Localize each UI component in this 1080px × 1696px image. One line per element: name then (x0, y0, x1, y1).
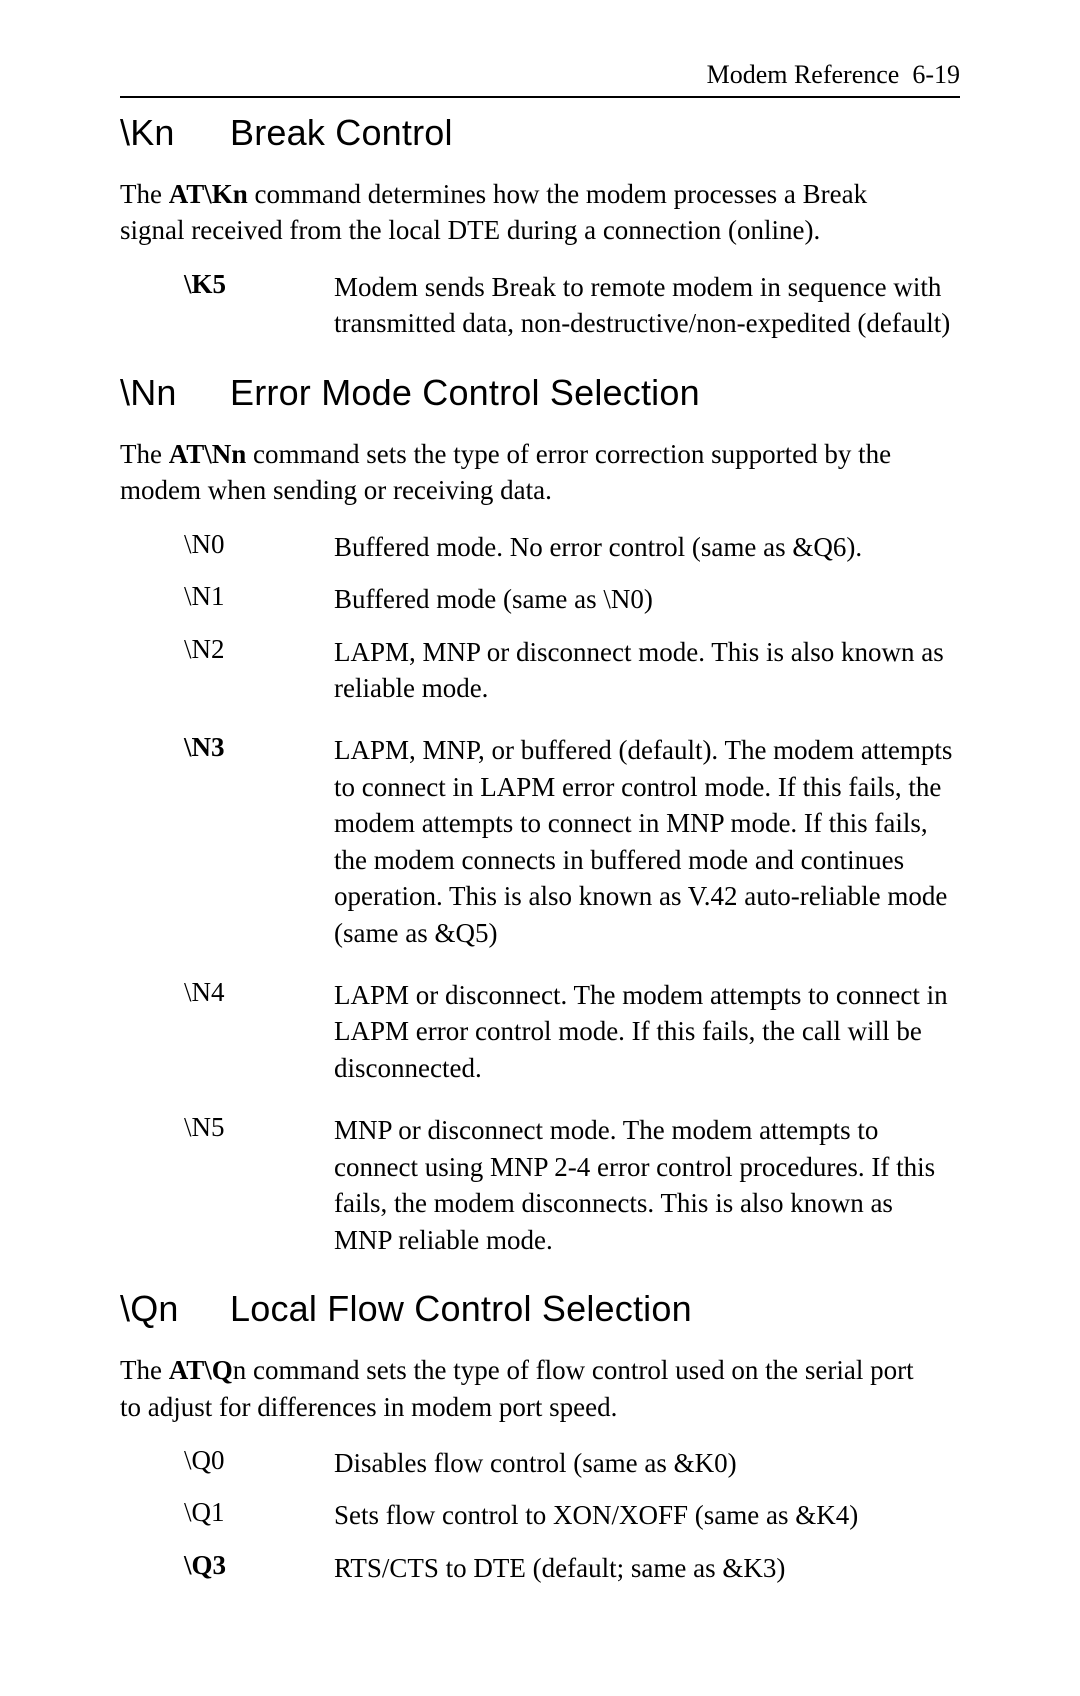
definition-desc: Disables flow control (same as &K0) (334, 1445, 954, 1481)
definition-desc: LAPM, MNP or disconnect mode. This is al… (334, 634, 954, 707)
section-title: Error Mode Control Selection (230, 372, 700, 413)
intro-text: The (120, 1355, 169, 1385)
section-cmd: \Kn (120, 112, 230, 154)
definition-row: \N2LAPM, MNP or disconnect mode. This is… (184, 634, 960, 707)
intro-bold: AT\Nn (169, 439, 247, 469)
definition-code: \N5 (184, 1112, 334, 1143)
section-title: Break Control (230, 112, 453, 153)
definition-row: \N1Buffered mode (same as \N0) (184, 581, 960, 617)
section-intro: The AT\Nn command sets the type of error… (120, 436, 930, 509)
intro-bold: AT\Q (169, 1355, 233, 1385)
definition-list: \N0Buffered mode. No error control (same… (184, 529, 960, 1258)
definition-code: \Q0 (184, 1445, 334, 1476)
section-heading: \NnError Mode Control Selection (120, 372, 960, 414)
definition-code: \N1 (184, 581, 334, 612)
section-cmd: \Nn (120, 372, 230, 414)
definition-desc: LAPM or disconnect. The modem attempts t… (334, 977, 954, 1086)
intro-bold: AT\Kn (169, 179, 248, 209)
definition-list: \K5Modem sends Break to remote modem in … (184, 269, 960, 342)
section-cmd: \Qn (120, 1288, 230, 1330)
definition-row: \Q3RTS/CTS to DTE (default; same as &K3) (184, 1550, 960, 1586)
definition-desc: Sets flow control to XON/XOFF (same as &… (334, 1497, 954, 1533)
definition-row: \K5Modem sends Break to remote modem in … (184, 269, 960, 342)
section-title: Local Flow Control Selection (230, 1288, 692, 1329)
intro-text: The (120, 439, 169, 469)
header-page-number: 6-19 (912, 60, 960, 89)
sections-container: \KnBreak Control The AT\Kn command determ… (120, 112, 960, 1586)
document-page: Modem Reference 6-19 \KnBreak Control The… (0, 0, 1080, 1696)
definition-row: \Q0Disables flow control (same as &K0) (184, 1445, 960, 1481)
definition-desc: Buffered mode. No error control (same as… (334, 529, 954, 565)
definition-code: \N4 (184, 977, 334, 1008)
intro-text: The (120, 179, 169, 209)
definition-desc: MNP or disconnect mode. The modem attemp… (334, 1112, 954, 1258)
definition-desc: RTS/CTS to DTE (default; same as &K3) (334, 1550, 954, 1586)
definition-row: \Q1Sets flow control to XON/XOFF (same a… (184, 1497, 960, 1533)
section-heading: \KnBreak Control (120, 112, 960, 154)
section-intro: The AT\Qn command sets the type of flow … (120, 1352, 930, 1425)
definition-desc: LAPM, MNP, or buffered (default). The mo… (334, 732, 954, 951)
definition-row: \N4LAPM or disconnect. The modem attempt… (184, 977, 960, 1086)
section-heading: \QnLocal Flow Control Selection (120, 1288, 960, 1330)
definition-row: \N5MNP or disconnect mode. The modem att… (184, 1112, 960, 1258)
intro-text: n command sets the type of flow control … (120, 1355, 914, 1421)
section-intro: The AT\Kn command determines how the mod… (120, 176, 930, 249)
definition-code: \N3 (184, 732, 334, 763)
definition-code: \N2 (184, 634, 334, 665)
definition-code: \Q1 (184, 1497, 334, 1528)
header-title: Modem Reference (707, 60, 900, 89)
definition-code: \N0 (184, 529, 334, 560)
definition-code: \Q3 (184, 1550, 334, 1581)
definition-row: \N3LAPM, MNP, or buffered (default). The… (184, 732, 960, 951)
page-header: Modem Reference 6-19 (120, 60, 960, 98)
definition-row: \N0Buffered mode. No error control (same… (184, 529, 960, 565)
definition-desc: Modem sends Break to remote modem in seq… (334, 269, 954, 342)
definition-code: \K5 (184, 269, 334, 300)
definition-desc: Buffered mode (same as \N0) (334, 581, 954, 617)
definition-list: \Q0Disables flow control (same as &K0)\Q… (184, 1445, 960, 1586)
